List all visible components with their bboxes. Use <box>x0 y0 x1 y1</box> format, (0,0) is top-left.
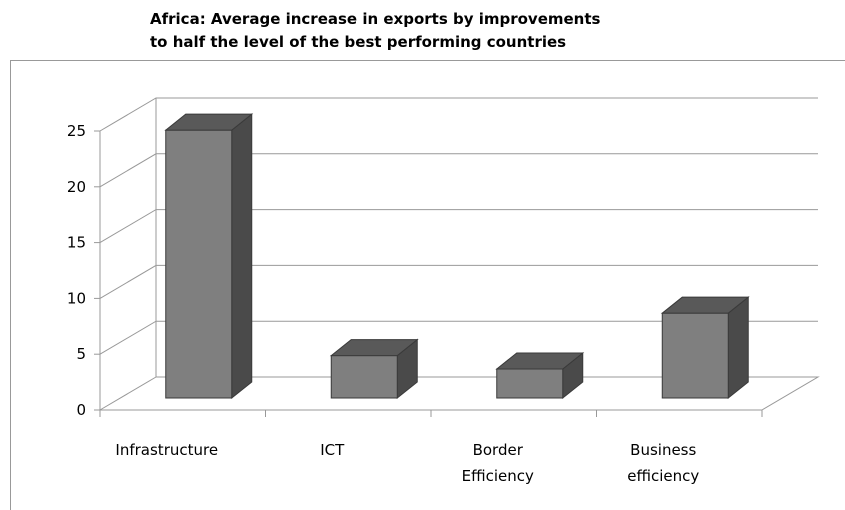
x-category-label-1: ICT <box>320 441 345 459</box>
y-tick-label-10: 10 <box>67 289 86 307</box>
bar-2 <box>495 351 585 400</box>
chart-title: Africa: Average increase in exports by i… <box>150 8 750 54</box>
bar-1-front <box>330 355 398 399</box>
axes <box>94 130 763 417</box>
bar-0-front <box>165 129 233 399</box>
x-category-label-0: Infrastructure <box>115 441 218 459</box>
bar-0 <box>164 113 254 400</box>
floor-left-edge <box>99 376 157 411</box>
bars <box>164 113 750 400</box>
bar-3-top <box>660 296 750 314</box>
bar-3-front <box>661 312 729 399</box>
bar-2-front <box>496 368 564 399</box>
bar-0-top <box>164 113 254 131</box>
gridlines <box>99 97 820 411</box>
y-tick-label-20: 20 <box>67 178 86 196</box>
y-tick-label-5: 5 <box>76 345 86 363</box>
x-category-label-3-line-0: Business <box>630 441 696 459</box>
x-category-label-2-line-1: Efficiency <box>462 467 534 485</box>
chart-title-line-2: to half the level of the best performing… <box>150 33 567 51</box>
bar-0-side <box>231 113 253 400</box>
bar-3-side <box>727 296 749 400</box>
bar-1-top <box>329 339 419 357</box>
bar-1 <box>329 338 419 400</box>
y-tick-label-0: 0 <box>76 401 86 419</box>
chart-title-line-1: Africa: Average increase in exports by i… <box>150 10 601 28</box>
bar-3 <box>660 296 750 400</box>
bar-2-top <box>495 352 585 370</box>
x-category-label-3-line-1: efficiency <box>627 467 699 485</box>
chart-frame <box>10 60 845 510</box>
y-tick-label-25: 25 <box>67 122 86 140</box>
y-tick-label-15: 15 <box>67 234 86 252</box>
labels: 0 5 10 15 20 25 Infrastructure ICT Border Efficie… <box>67 122 699 485</box>
x-category-label-2-line-0: Border <box>473 441 524 459</box>
